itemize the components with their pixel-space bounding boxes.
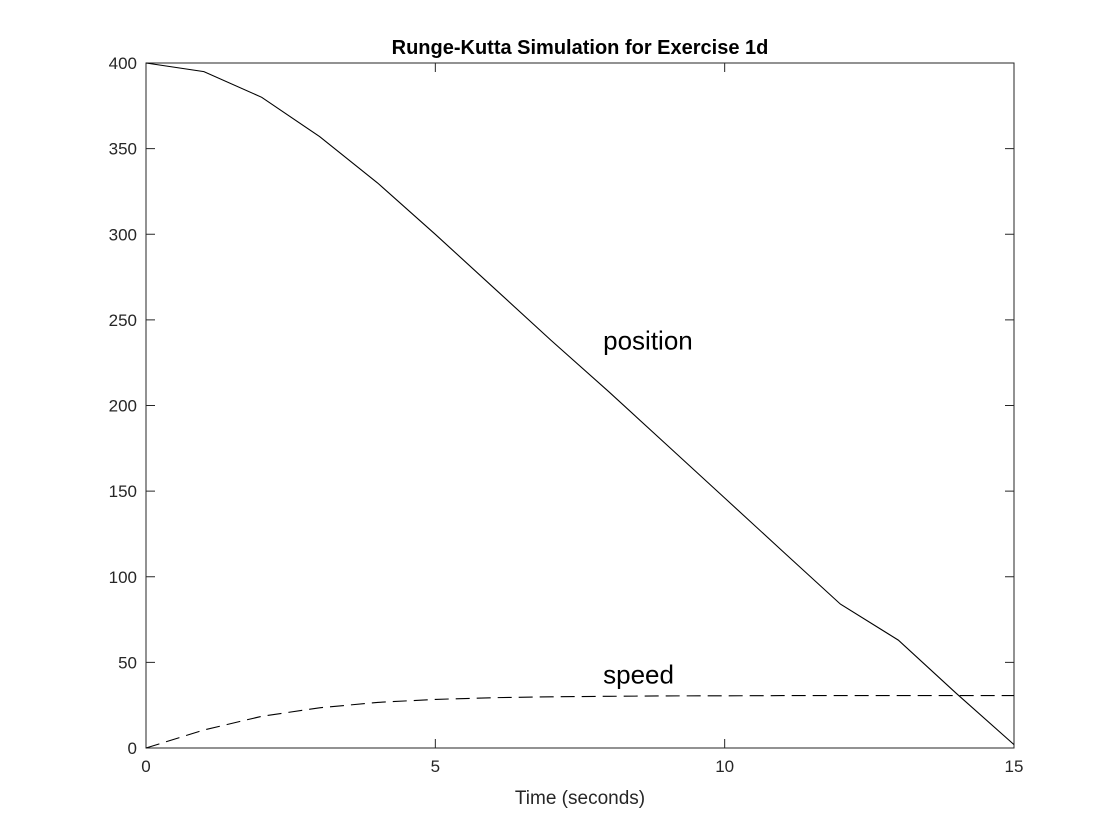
y-tick-label: 300 — [109, 225, 137, 244]
y-tick-label: 250 — [109, 311, 137, 330]
speed-annotation: speed — [603, 659, 674, 689]
series-layer — [145, 62, 1015, 749]
position-line — [145, 62, 1015, 746]
y-tick-label: 100 — [109, 568, 137, 587]
plot-frame — [145, 62, 1015, 749]
x-tick-label: 0 — [141, 757, 150, 776]
y-tick-label: 0 — [128, 739, 137, 758]
x-tick-label: 10 — [715, 757, 734, 776]
chart-title: Runge-Kutta Simulation for Exercise 1d — [392, 37, 769, 59]
y-tick-label: 200 — [109, 397, 137, 416]
x-axis-label: Time (seconds) — [515, 788, 645, 809]
y-tick-label: 400 — [109, 54, 137, 73]
x-tick-label: 15 — [1005, 757, 1024, 776]
speed-line — [145, 695, 1014, 749]
x-tick-label: 5 — [431, 757, 440, 776]
y-tick-label: 350 — [109, 140, 137, 159]
position-annotation: position — [603, 325, 693, 355]
y-tick-label: 150 — [109, 482, 137, 501]
annotation-layer: position speed — [603, 325, 693, 689]
y-tick-label: 50 — [118, 653, 137, 672]
